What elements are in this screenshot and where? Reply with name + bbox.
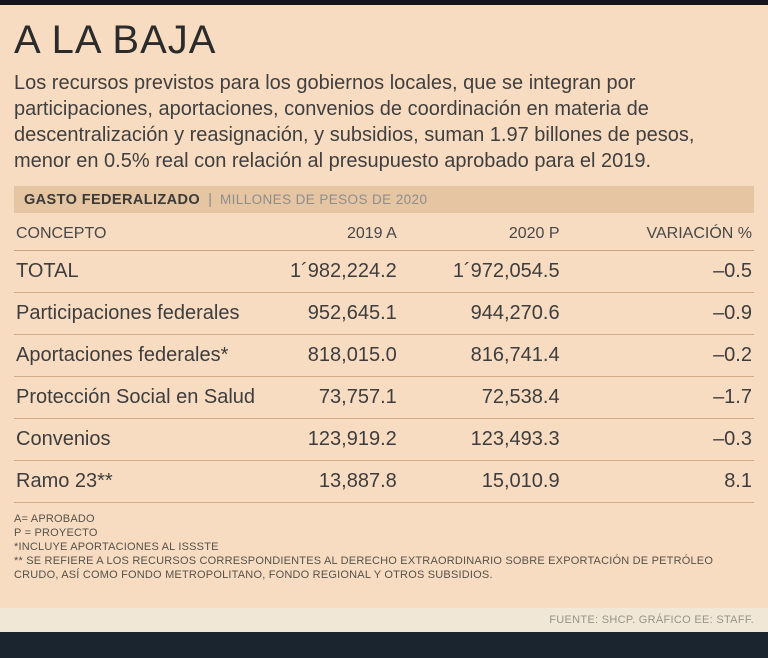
column-header-2020p: 2020 P <box>398 215 562 251</box>
row-label: Aportaciones federales* <box>14 334 266 377</box>
column-header-concepto: CONCEPTO <box>14 215 266 251</box>
footnote-issste: *INCLUYE APORTACIONES AL ISSSTE <box>14 541 219 553</box>
footnotes-block: A= APROBADO P = PROYECTO *INCLUYE APORTA… <box>14 512 754 582</box>
value-2019: 818,015.0 <box>265 334 399 377</box>
column-header-2019a: 2019 A <box>265 215 399 251</box>
value-2019: 73,757.1 <box>265 376 399 419</box>
content-area: A LA BAJA Los recursos previstos para lo… <box>0 5 768 582</box>
value-variacion: –0.9 <box>561 292 754 335</box>
table-row-ramo23: Ramo 23** 13,887.8 15,010.9 8.1 <box>14 460 754 503</box>
value-variacion: –1.7 <box>561 376 754 419</box>
table-row-aportaciones: Aportaciones federales* 818,015.0 816,74… <box>14 334 754 377</box>
value-variacion: –0.2 <box>561 334 754 377</box>
value-2019: 1´982,224.2 <box>265 250 399 293</box>
table-row-convenios: Convenios 123,919.2 123,493.3 –0.3 <box>14 418 754 461</box>
footnote-proyecto: P = PROYECTO <box>14 527 98 539</box>
source-band: FUENTE: SHCP. GRÁFICO EE: STAFF. <box>0 608 768 632</box>
budget-table: CONCEPTO 2019 A 2020 P VARIACIÓN % TOTAL… <box>14 215 754 503</box>
table-row-participaciones: Participaciones federales 952,645.1 944,… <box>14 292 754 335</box>
table-header-row: CONCEPTO 2019 A 2020 P VARIACIÓN % <box>14 215 754 251</box>
footnote-ramo23: ** SE REFIERE A LOS RECURSOS CORRESPONDI… <box>14 555 714 581</box>
value-variacion: –0.3 <box>561 418 754 461</box>
value-2020: 1´972,054.5 <box>398 250 562 293</box>
section-units-label: MILLONES DE PESOS DE 2020 <box>220 192 428 207</box>
row-label: Participaciones federales <box>14 292 266 335</box>
value-2020: 15,010.9 <box>398 460 562 503</box>
page-title: A LA BAJA <box>14 18 217 62</box>
table-row-total: TOTAL 1´982,224.2 1´972,054.5 –0.5 <box>14 250 754 293</box>
column-header-variacion: VARIACIÓN % <box>561 215 754 251</box>
table-row-proteccion-social: Protección Social en Salud 73,757.1 72,5… <box>14 376 754 419</box>
footnote-aprobado: A= APROBADO <box>14 513 95 525</box>
row-label: TOTAL <box>14 250 266 293</box>
intro-paragraph: Los recursos previstos para los gobierno… <box>14 72 695 172</box>
row-label: Protección Social en Salud <box>14 376 266 419</box>
value-2019: 952,645.1 <box>265 292 399 335</box>
value-variacion: 8.1 <box>561 460 754 503</box>
value-variacion: –0.5 <box>561 250 754 293</box>
row-label: Convenios <box>14 418 266 461</box>
value-2020: 944,270.6 <box>398 292 562 335</box>
value-2020: 816,741.4 <box>398 334 562 377</box>
value-2019: 13,887.8 <box>265 460 399 503</box>
bottom-border-bar <box>0 632 768 658</box>
top-border-bar <box>0 0 768 5</box>
value-2020: 72,538.4 <box>398 376 562 419</box>
value-2020: 123,493.3 <box>398 418 562 461</box>
section-separator: | <box>208 191 213 208</box>
section-title: GASTO FEDERALIZADO <box>24 191 201 208</box>
row-label: Ramo 23** <box>14 460 266 503</box>
value-2019: 123,919.2 <box>265 418 399 461</box>
source-text: FUENTE: SHCP. GRÁFICO EE: STAFF. <box>549 614 754 626</box>
section-header-bar: GASTO FEDERALIZADO | MILLONES DE PESOS D… <box>14 186 754 213</box>
